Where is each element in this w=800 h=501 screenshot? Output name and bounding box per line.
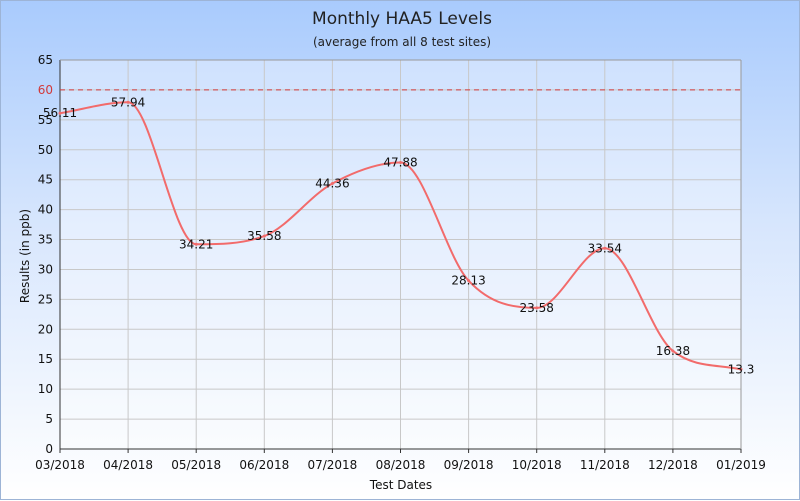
x-tick-label: 12/2018 (648, 458, 698, 472)
data-point (330, 182, 334, 186)
y-tick-label: 25 (38, 292, 53, 306)
y-tick-label: 35 (38, 233, 53, 247)
x-tick-label: 09/2018 (444, 458, 494, 472)
x-tick-label: 03/2018 (35, 458, 85, 472)
data-point (194, 242, 198, 246)
data-label: 33.54 (588, 241, 622, 255)
data-label: 47.88 (383, 155, 417, 169)
data-label: 28.13 (451, 274, 485, 288)
x-tick-label: 08/2018 (376, 458, 426, 472)
y-tick-label: 55 (38, 113, 53, 127)
y-tick-label: 45 (38, 173, 53, 187)
y-tick-label: 5 (45, 412, 53, 426)
data-label: 13.3 (728, 362, 755, 376)
data-label: 23.58 (520, 301, 554, 315)
x-tick-label: 01/2019 (716, 458, 766, 472)
data-point (603, 246, 607, 250)
plot-area: 0 5 10 15 20 25 30 35 40 45 50 55 60 65 03/2018 04/2018… (35, 53, 766, 472)
x-tick-label: 06/2018 (239, 458, 289, 472)
x-tick-label: 07/2018 (307, 458, 357, 472)
y-tick-label: 0 (45, 442, 53, 456)
y-tick-label: 60 (38, 83, 53, 97)
x-tick-label: 05/2018 (171, 458, 221, 472)
data-point (671, 349, 675, 353)
y-tick-label: 15 (38, 352, 53, 366)
chart-title: Monthly HAA5 Levels (312, 9, 492, 29)
data-label: 57.94 (111, 95, 145, 109)
chart-subtitle: (average from all 8 test sites) (313, 35, 491, 49)
x-tick-label: 04/2018 (103, 458, 153, 472)
data-label: 34.21 (179, 237, 213, 251)
data-label: 16.38 (656, 344, 690, 358)
y-tick-label: 30 (38, 262, 53, 276)
data-point (535, 306, 539, 310)
data-point (126, 100, 130, 104)
data-point (262, 234, 266, 238)
y-axis-label: Results (in ppb) (18, 209, 32, 303)
y-tick-label: 50 (38, 143, 53, 157)
data-label: 44.36 (315, 177, 349, 191)
y-tick-label: 20 (38, 322, 53, 336)
series-line (59, 101, 742, 371)
x-tick-label: 11/2018 (580, 458, 630, 472)
y-tick-label: 40 (38, 203, 53, 217)
data-label: 35.58 (247, 229, 281, 243)
data-point (467, 279, 471, 283)
data-point (399, 160, 402, 164)
data-point (739, 367, 743, 371)
y-tick-label: 10 (38, 382, 53, 396)
x-axis-label: Test Dates (369, 478, 432, 492)
data-point (58, 111, 62, 115)
y-tick-label: 65 (38, 53, 53, 67)
data-label: 56.11 (43, 106, 77, 120)
x-tick-label: 10/2018 (512, 458, 562, 472)
